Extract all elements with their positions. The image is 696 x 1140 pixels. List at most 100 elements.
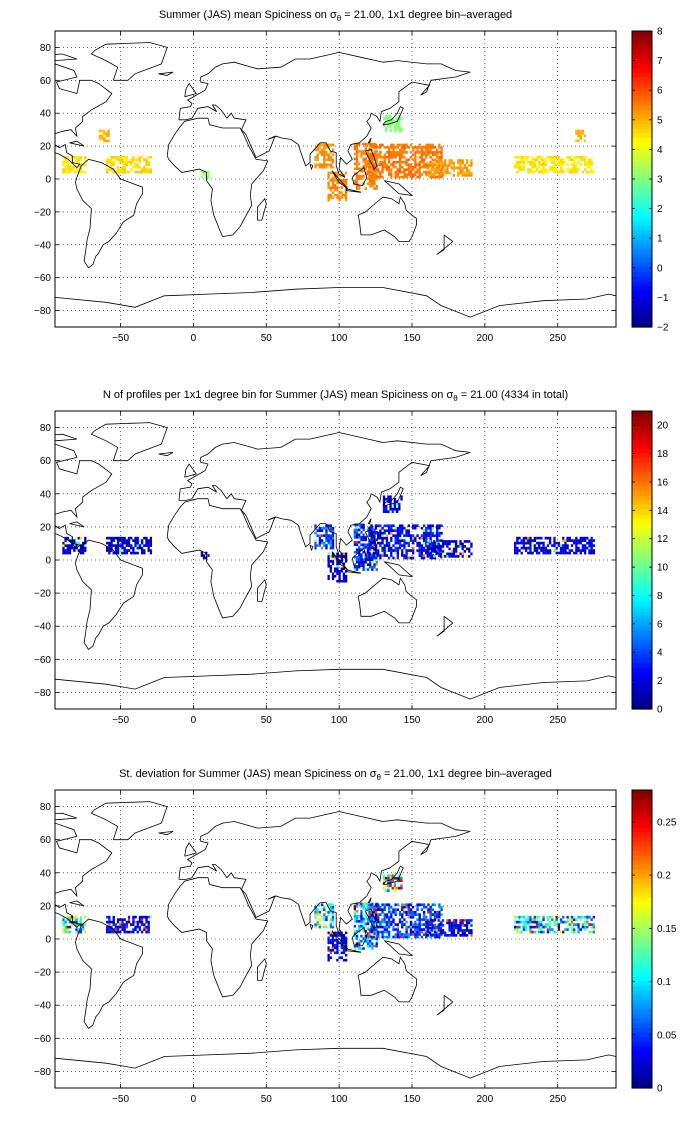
colorbar-step [632, 990, 652, 996]
data-cell [375, 553, 378, 557]
data-cell [427, 536, 430, 540]
data-cell [385, 876, 388, 880]
data-cell [108, 920, 111, 924]
data-cell [420, 935, 424, 939]
data-cell [433, 163, 437, 167]
data-cell [412, 168, 415, 171]
data-cell [323, 526, 326, 530]
colorbar-step [632, 86, 652, 92]
data-cell [79, 928, 83, 931]
data-cell [132, 155, 135, 159]
data-cell [555, 920, 558, 924]
data-cell [418, 918, 421, 921]
data-cell [429, 905, 432, 909]
data-cell [429, 526, 432, 530]
data-cell [588, 923, 591, 926]
data-cell [320, 153, 324, 157]
data-cell [575, 168, 578, 171]
data-cell [529, 160, 532, 164]
data-cell [68, 168, 72, 171]
data-cell [316, 920, 319, 924]
data-cell [452, 552, 456, 556]
data-cell [426, 555, 429, 558]
data-cell [586, 546, 589, 550]
colorbar-step [632, 546, 652, 552]
data-cell [457, 931, 460, 935]
data-cell [377, 913, 380, 916]
data-cell [425, 529, 428, 533]
data-cell [398, 886, 401, 890]
data-cell [366, 932, 370, 936]
data-cell [344, 171, 348, 175]
data-cell [533, 536, 537, 540]
data-cell [588, 549, 591, 552]
data-cell [62, 551, 65, 555]
data-cell [140, 546, 144, 550]
data-cell [342, 552, 346, 556]
data-cell [114, 549, 118, 552]
data-cell [520, 539, 523, 542]
data-cell [395, 507, 399, 511]
colorbar-step [632, 174, 652, 180]
data-cell [470, 921, 473, 925]
data-cell [405, 146, 408, 149]
data-cell [433, 545, 436, 548]
data-cell [383, 160, 386, 164]
coastline [365, 908, 378, 930]
data-cell [383, 913, 386, 916]
data-cell [327, 534, 330, 537]
data-cell [527, 928, 530, 931]
data-cell [412, 915, 415, 919]
data-cell [98, 137, 102, 140]
data-cell [374, 146, 378, 149]
data-cell [338, 174, 341, 177]
data-cell [583, 155, 587, 159]
data-cell [570, 920, 574, 924]
data-cell [81, 549, 85, 552]
data-cell [444, 540, 447, 543]
data-cell [314, 165, 317, 169]
data-cell [516, 930, 519, 934]
data-cell [360, 919, 363, 923]
data-cell [553, 165, 556, 169]
data-cell [138, 925, 142, 929]
data-cell [325, 544, 328, 547]
data-cell [383, 524, 386, 528]
colorbar-step [632, 243, 652, 249]
data-cell [420, 536, 424, 540]
data-cell [344, 196, 348, 199]
data-cell [383, 146, 386, 149]
data-cell [360, 914, 363, 918]
data-cell [362, 160, 365, 163]
data-cell [553, 158, 556, 162]
data-cell [438, 903, 441, 907]
data-cell [433, 555, 436, 558]
data-cell [320, 908, 324, 912]
data-cell [426, 924, 429, 927]
data-cell [66, 930, 69, 934]
data-cell [377, 918, 380, 921]
data-cell [375, 157, 378, 161]
data-cell [418, 551, 421, 555]
data-cell [373, 937, 376, 940]
data-cell [459, 934, 462, 937]
data-cell [362, 533, 365, 537]
data-cell [134, 544, 137, 547]
data-cell [132, 160, 135, 164]
data-cell [403, 170, 406, 174]
data-cell [64, 536, 67, 540]
data-cell [427, 903, 430, 907]
data-cell [465, 174, 469, 177]
data-cell [320, 526, 324, 530]
data-cell [588, 160, 591, 164]
data-cell [420, 930, 424, 934]
data-cell [355, 174, 359, 178]
data-cell [570, 549, 574, 552]
data-cell [389, 874, 392, 878]
data-cell [422, 541, 426, 545]
colorbar-tick-label: 20 [657, 421, 669, 432]
data-cell [533, 920, 537, 924]
data-cell [136, 539, 139, 542]
data-cell [524, 541, 528, 545]
